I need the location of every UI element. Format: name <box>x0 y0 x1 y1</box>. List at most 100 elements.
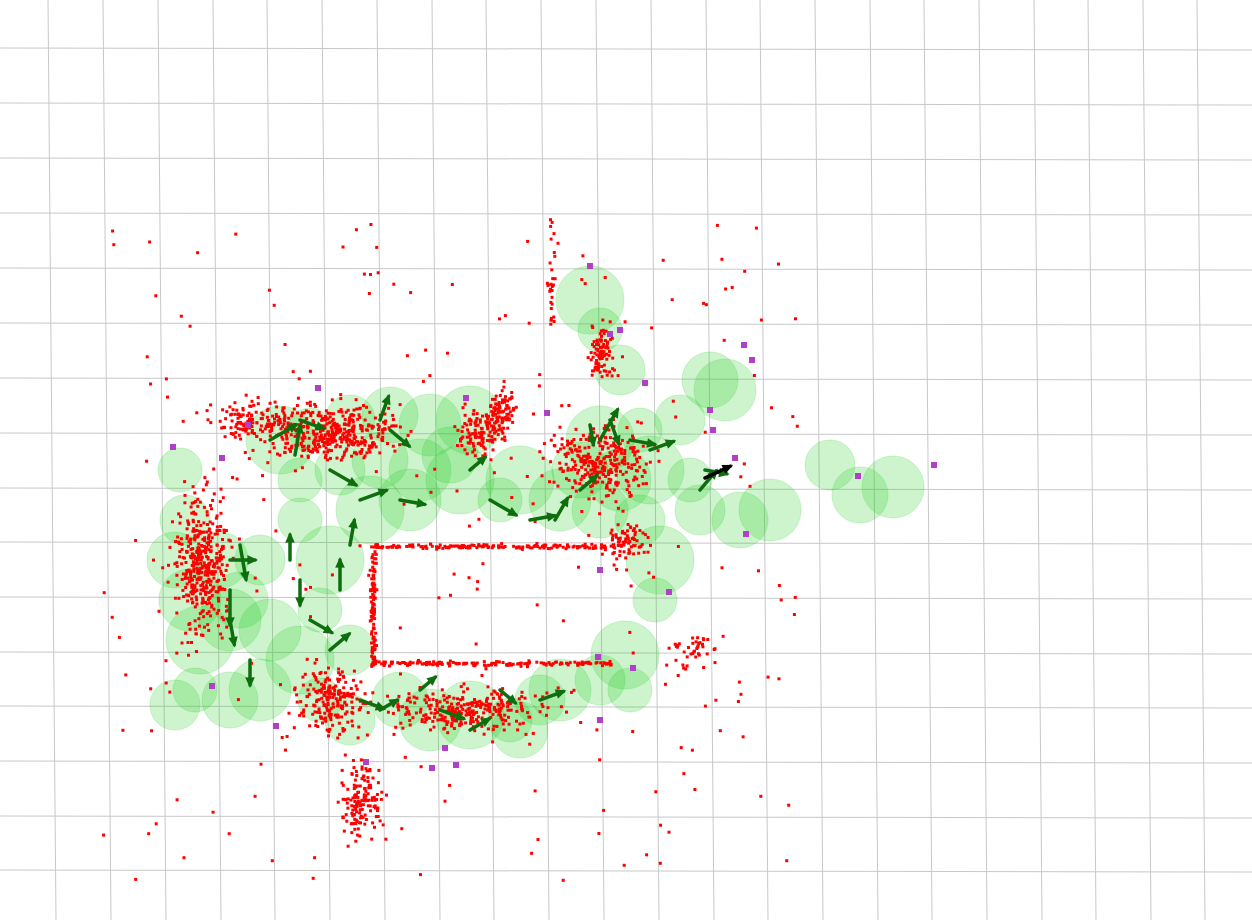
map-point <box>206 573 210 577</box>
map-point <box>289 449 292 453</box>
map-point <box>371 441 374 445</box>
map-point <box>633 475 637 479</box>
map-point <box>600 543 603 547</box>
map-point <box>309 615 312 619</box>
landmark-point <box>463 395 469 401</box>
map-point <box>605 357 609 361</box>
map-point <box>334 439 337 443</box>
map-point <box>526 711 530 715</box>
map-point <box>616 537 620 540</box>
map-point <box>602 808 606 812</box>
map-point <box>322 684 326 687</box>
map-point <box>255 589 259 593</box>
map-point <box>476 442 480 446</box>
map-point <box>632 478 636 482</box>
covariance-ellipse <box>211 571 269 629</box>
map-point <box>327 734 330 738</box>
map-point <box>220 572 223 576</box>
map-point <box>605 340 609 344</box>
map-point <box>293 428 297 432</box>
map-point <box>303 672 307 676</box>
map-point <box>474 424 478 427</box>
map-point <box>356 736 360 740</box>
map-point <box>612 563 616 567</box>
map-point <box>568 661 572 665</box>
map-point <box>200 549 204 553</box>
map-point <box>110 615 114 619</box>
map-point <box>370 426 374 430</box>
map-point <box>373 416 377 420</box>
map-point <box>175 573 179 577</box>
map-point <box>291 370 295 374</box>
map-point <box>479 701 483 705</box>
map-point <box>420 718 424 722</box>
map-point <box>553 444 557 448</box>
map-point <box>493 690 497 694</box>
map-point <box>440 688 444 692</box>
map-point <box>433 708 437 712</box>
map-point <box>549 237 553 241</box>
map-point <box>300 454 304 458</box>
map-point <box>424 713 428 717</box>
map-point <box>336 679 340 683</box>
pose-arrow <box>438 708 467 721</box>
map-point <box>396 661 400 665</box>
map-point <box>366 776 370 780</box>
map-point <box>335 456 339 460</box>
map-point <box>642 550 646 554</box>
grid-line-vertical <box>102 0 112 920</box>
map-point <box>341 727 345 730</box>
map-point <box>219 511 223 515</box>
map-point <box>629 545 633 549</box>
map-point <box>457 662 460 666</box>
map-point <box>134 877 138 881</box>
map-point <box>476 720 480 724</box>
map-point <box>454 707 458 711</box>
map-point <box>779 598 783 602</box>
map-point <box>349 413 353 417</box>
map-point <box>190 511 194 515</box>
map-point <box>373 804 377 808</box>
map-point <box>601 345 605 348</box>
map-point <box>191 485 195 489</box>
map-point <box>221 546 225 550</box>
map-point <box>636 420 640 424</box>
landmark-point <box>741 342 747 348</box>
map-point <box>554 660 557 664</box>
map-point <box>192 537 196 541</box>
map-point <box>192 527 196 531</box>
map-point <box>386 710 390 714</box>
map-point <box>638 455 642 459</box>
map-point <box>287 711 291 715</box>
pose-arrow <box>398 498 428 508</box>
map-point <box>304 587 308 591</box>
map-point <box>311 410 315 414</box>
map-point <box>431 719 435 723</box>
map-point <box>497 428 501 432</box>
map-point <box>622 543 626 547</box>
map-point <box>507 406 511 410</box>
map-point <box>188 622 192 625</box>
map-point <box>344 813 348 817</box>
map-point <box>308 724 312 728</box>
landmark-point <box>453 762 459 768</box>
map-point <box>505 404 509 408</box>
map-point <box>548 289 552 293</box>
map-point <box>341 783 345 787</box>
map-point <box>610 374 614 378</box>
map-point <box>474 662 478 666</box>
map-point <box>362 793 366 797</box>
map-point <box>503 438 507 442</box>
map-point <box>134 539 138 542</box>
map-point <box>399 672 402 676</box>
map-point <box>369 223 373 226</box>
map-point <box>421 379 425 383</box>
map-point <box>313 710 317 714</box>
map-point <box>598 452 602 456</box>
map-point <box>311 419 315 423</box>
map-point <box>374 561 378 565</box>
map-point <box>185 582 189 586</box>
map-point <box>233 401 237 405</box>
